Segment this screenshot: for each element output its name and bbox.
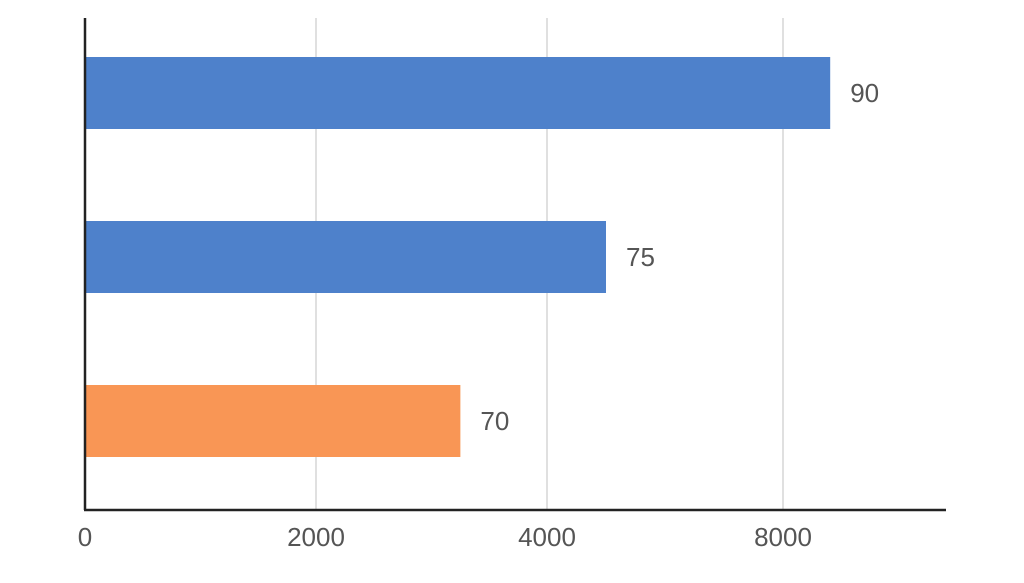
bar-series [86,57,831,457]
axes [83,18,946,512]
data-labels: 90 75 70 [480,78,879,436]
bar [86,57,831,129]
x-tick-labels: 0 2000 4000 8000 [78,522,812,552]
bar [86,221,606,293]
x-tick-label: 2000 [287,522,345,552]
bar [86,385,461,457]
x-tick-label: 8000 [754,522,812,552]
bar-data-label: 70 [480,406,509,436]
x-tick-label: 0 [78,522,92,552]
bar-data-label: 75 [626,242,655,272]
bar-data-label: 90 [850,78,879,108]
x-tick-label: 4000 [518,522,576,552]
